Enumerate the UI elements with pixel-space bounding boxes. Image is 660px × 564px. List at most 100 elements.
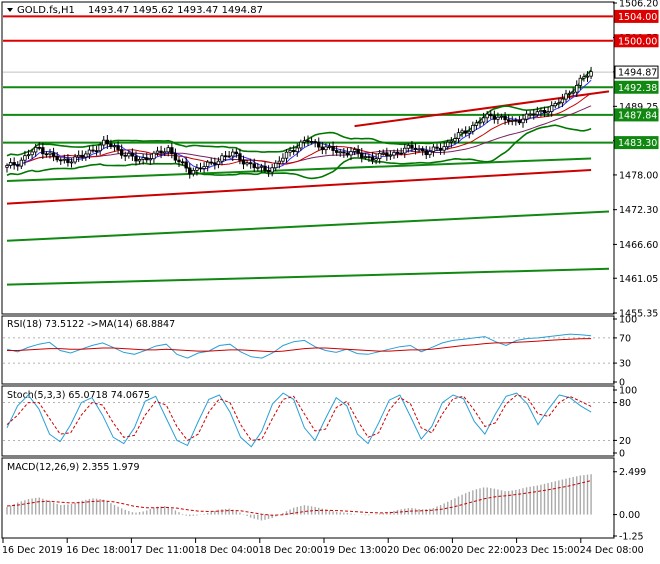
candle-body <box>231 151 235 157</box>
candle-body <box>209 161 213 164</box>
trend-line-3 <box>6 267 610 286</box>
stoch-plot <box>3 392 613 448</box>
candle-body <box>428 151 432 156</box>
candle-body <box>180 161 185 164</box>
level-price-tag-label: 1483.30 <box>618 138 657 149</box>
candle-body <box>76 154 81 158</box>
candle-body <box>420 148 425 152</box>
candle-body <box>506 119 511 122</box>
dropdown-triangle-icon[interactable] <box>7 8 13 12</box>
price-tick-label: 1478.00 <box>619 170 658 181</box>
candle-body <box>266 169 271 173</box>
candle-body <box>456 132 461 140</box>
candle-body <box>55 155 59 161</box>
candle-body <box>381 152 385 155</box>
candle-body <box>274 162 278 169</box>
candle-body <box>342 151 346 154</box>
trend-line-1 <box>354 90 610 128</box>
candle-body <box>87 149 92 155</box>
candle-body <box>288 150 292 153</box>
candle-body <box>306 140 310 143</box>
candle-body <box>514 119 518 122</box>
candle-body <box>98 144 102 152</box>
candle-body <box>535 111 540 116</box>
candle-body <box>44 153 49 156</box>
candle-body <box>474 122 479 126</box>
candle-body <box>195 167 199 171</box>
candle-body <box>356 149 360 154</box>
osc-tick-label: 20 <box>619 436 631 447</box>
candle-body <box>80 154 84 158</box>
candle-body <box>413 147 418 150</box>
candle-body <box>578 77 583 86</box>
candle-body <box>463 130 468 134</box>
candle-body <box>489 113 493 117</box>
candle-body <box>331 146 335 151</box>
series-line-0 <box>6 333 592 359</box>
chart-header: GOLD.fs,H1 1493.47 1495.62 1493.47 1494.… <box>7 5 263 16</box>
candle-body <box>524 113 529 120</box>
candle-body <box>216 160 221 165</box>
macd-signal-line <box>6 480 592 516</box>
candle-body <box>367 156 371 158</box>
candle-body <box>202 166 206 169</box>
candle-body <box>241 159 246 165</box>
macd-tick-label: 0.00 <box>619 510 640 521</box>
candle-body <box>191 169 196 175</box>
osc-tick-label: 80 <box>619 398 631 409</box>
candle-body <box>30 151 34 156</box>
candle-body <box>213 162 217 165</box>
candle-body <box>370 156 375 161</box>
candle-body <box>406 145 411 149</box>
candle-body <box>19 159 24 167</box>
candle-body <box>521 118 525 124</box>
candle-body <box>62 158 67 161</box>
candle-body <box>119 149 124 156</box>
candle-body <box>227 155 231 158</box>
candle-body <box>145 157 149 161</box>
price-tick-label: 1455.35 <box>619 309 658 320</box>
macd-tick-label: -1.25 <box>619 532 644 543</box>
candle-body <box>553 103 557 107</box>
stoch-title: Stoch(5,3,3) 65.0718 74.0675 <box>7 390 150 401</box>
x-tick-label: 18 Dec 20:00 <box>259 545 323 556</box>
candle-body <box>385 152 389 157</box>
candle-body <box>438 147 443 151</box>
level-price-tag-label: 1492.38 <box>618 83 657 94</box>
candle-body <box>102 139 106 146</box>
candle-body <box>130 152 135 157</box>
candle-body <box>388 154 393 157</box>
candle-body <box>503 115 507 121</box>
level-price-tag <box>614 9 659 23</box>
candle-body <box>478 121 482 124</box>
candle-body <box>363 156 368 158</box>
candle-body <box>309 140 314 143</box>
macd-plot <box>6 474 592 521</box>
candle-body <box>234 151 239 155</box>
candle-body <box>270 167 274 173</box>
candle-body <box>539 109 543 113</box>
x-tick-label: 20 Dec 06:00 <box>387 545 451 556</box>
candle-body <box>546 111 550 114</box>
macd-panel-frame <box>1 457 615 539</box>
bollinger-lower <box>6 124 592 180</box>
x-tick-label: 16 Dec 2019 <box>2 545 63 556</box>
candle-body <box>155 150 160 154</box>
candle-body <box>205 161 210 167</box>
candle-body <box>248 162 253 165</box>
ma-fast <box>6 79 592 170</box>
candle-body <box>159 150 163 154</box>
candle-body <box>481 117 486 123</box>
candle-body <box>162 151 167 154</box>
candle-body <box>345 152 350 156</box>
candle-body <box>198 167 203 170</box>
candle-body <box>299 141 303 149</box>
series-line-1 <box>6 394 592 442</box>
candle-body <box>532 113 536 116</box>
candle-body <box>449 140 454 143</box>
candle-body <box>453 138 457 142</box>
candle-body <box>12 162 16 166</box>
candle-body <box>94 150 99 153</box>
price-tick-label: 1472.30 <box>619 205 658 216</box>
